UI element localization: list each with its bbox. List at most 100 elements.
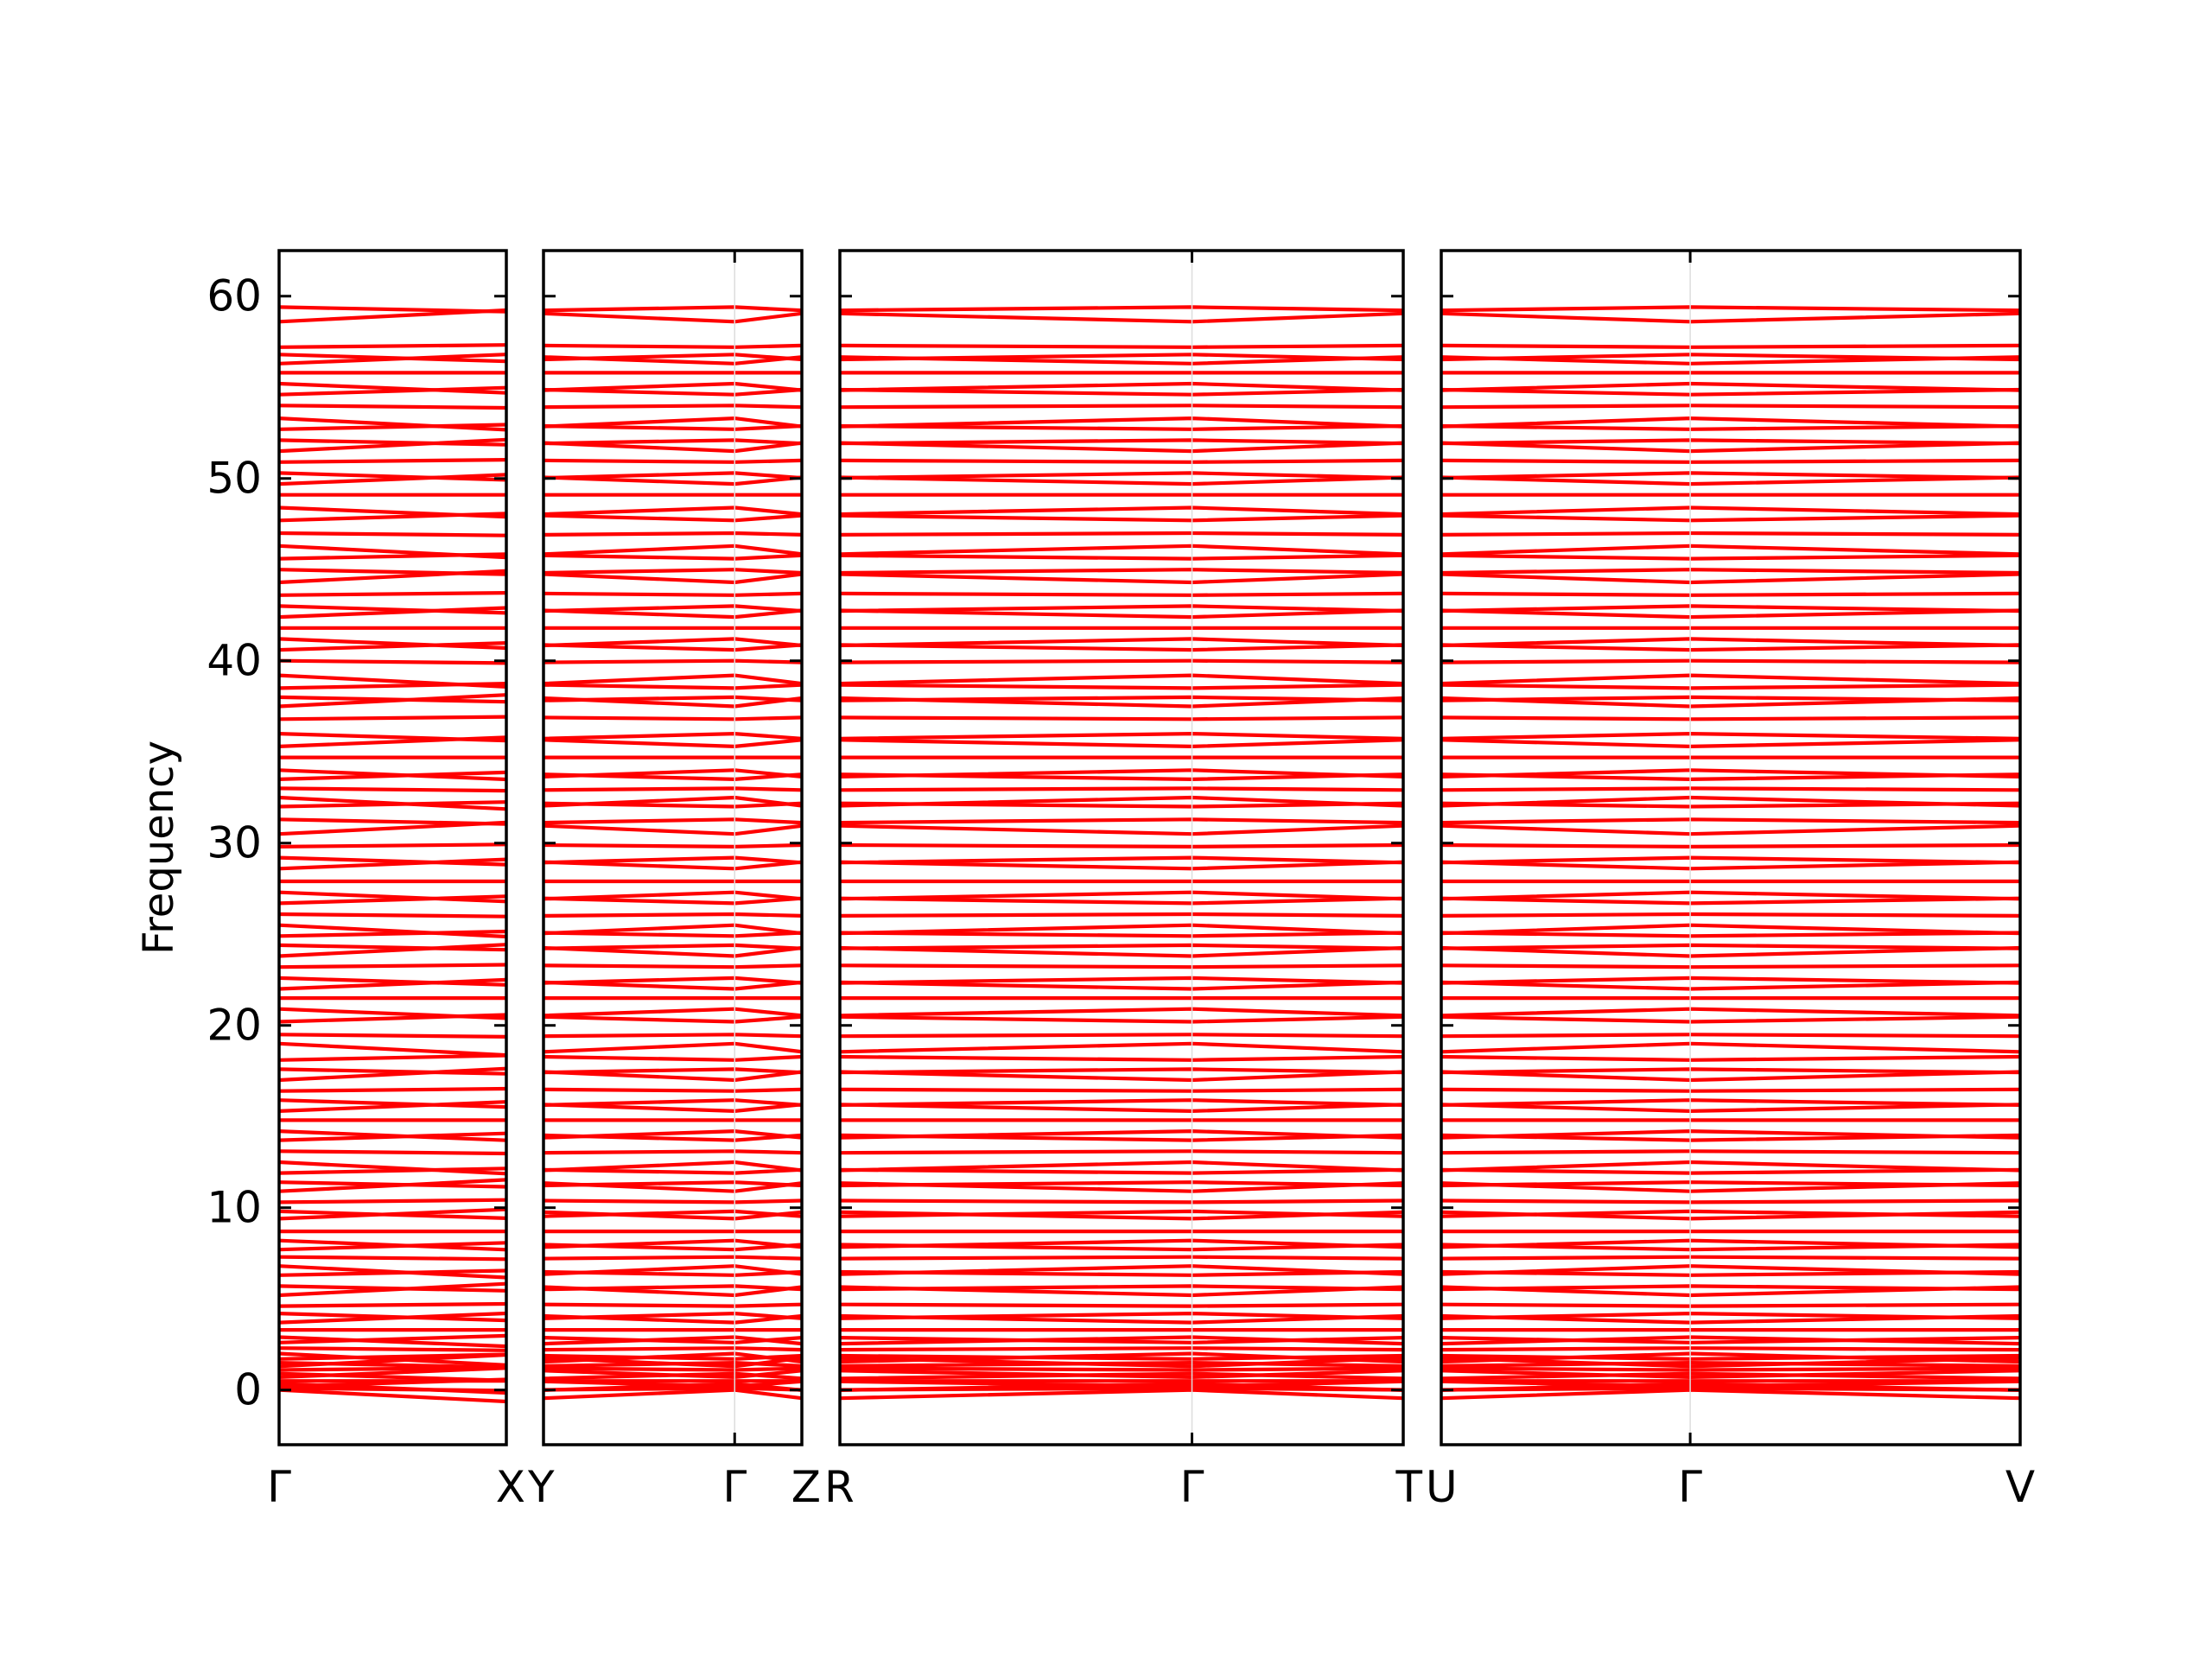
band-line <box>279 1255 506 1262</box>
band-line <box>840 1255 1403 1261</box>
band-line <box>840 963 1403 969</box>
band-line <box>279 1129 506 1142</box>
band-lines <box>279 305 506 1404</box>
x-tick-label: Z <box>791 1462 821 1512</box>
band-line <box>279 423 506 431</box>
band-line <box>279 943 506 952</box>
band-line <box>279 842 506 849</box>
band-line <box>840 912 1403 918</box>
band-line <box>840 591 1403 597</box>
band-line <box>543 531 802 537</box>
band-line <box>279 473 506 486</box>
band-line <box>279 1284 506 1293</box>
band-line <box>279 404 506 410</box>
panel-frame <box>1440 249 2022 1446</box>
band-line <box>279 943 506 958</box>
band-line <box>279 543 506 560</box>
band-line <box>543 1198 802 1205</box>
x-tick-label: R <box>824 1462 855 1512</box>
band-line <box>279 977 506 991</box>
band-line <box>543 1149 802 1155</box>
band-line <box>279 305 506 314</box>
band-line <box>1441 458 2020 464</box>
band-line <box>279 606 506 620</box>
band-line <box>279 695 506 704</box>
band-line <box>279 1086 506 1093</box>
band-line <box>840 343 1403 349</box>
band-line <box>279 795 506 811</box>
band-line <box>840 458 1403 464</box>
y-tick-label: 10 <box>207 1183 262 1233</box>
band-line <box>1441 842 2020 849</box>
y-axis: 0 10 20 30 40 50 60 <box>207 271 262 1415</box>
band-line <box>1441 912 2020 918</box>
band-line <box>543 1366 802 1372</box>
band-line <box>840 1366 1403 1372</box>
band-line <box>1441 1366 2020 1372</box>
y-tick-label: 0 <box>234 1365 262 1415</box>
band-line <box>279 786 506 793</box>
band-line <box>279 894 506 906</box>
band-line <box>840 1346 1403 1352</box>
band-line <box>279 1066 506 1083</box>
band-line <box>840 531 1403 537</box>
band-line <box>543 404 802 410</box>
band-line <box>279 673 506 689</box>
band-line <box>279 416 506 432</box>
band-line <box>1441 1087 2020 1093</box>
band-line <box>279 658 506 665</box>
band-line <box>279 732 506 743</box>
panel-frame <box>542 249 804 1446</box>
band-line <box>279 715 506 721</box>
panel-frame <box>277 249 508 1446</box>
band-line <box>279 438 506 447</box>
band-line <box>279 568 506 576</box>
band-line <box>279 857 506 871</box>
band-line <box>279 768 506 782</box>
band-line <box>1441 1149 2020 1155</box>
band-line <box>840 842 1403 849</box>
band-line <box>1441 1255 2020 1261</box>
band-line <box>279 1098 506 1109</box>
band-line <box>279 1149 506 1156</box>
band-line <box>279 458 506 464</box>
band-line <box>543 715 802 721</box>
band-line <box>840 1302 1403 1308</box>
band-line <box>279 1371 506 1382</box>
band-line <box>543 1087 802 1093</box>
band-line <box>279 604 506 615</box>
band-line <box>279 1264 506 1280</box>
band-line <box>279 1166 506 1175</box>
band-line <box>543 963 802 969</box>
band-line <box>279 1361 506 1370</box>
band-line <box>279 1335 506 1349</box>
band-line <box>840 658 1403 664</box>
band-line <box>279 923 506 939</box>
band-line <box>1441 1302 2020 1308</box>
band-line <box>1441 343 2020 349</box>
y-axis-label: Frequency <box>135 741 183 955</box>
band-line <box>1441 715 2020 721</box>
band-line <box>279 343 506 349</box>
band-line <box>543 912 802 918</box>
band-line <box>840 1087 1403 1093</box>
x-tick-label: Γ <box>722 1462 747 1512</box>
band-line <box>279 1053 506 1062</box>
band-line <box>279 641 506 652</box>
y-tick-label: 60 <box>207 271 262 321</box>
band-line <box>279 1346 506 1352</box>
band-line <box>1441 531 2020 537</box>
band-line <box>279 1351 506 1367</box>
band-line <box>279 1333 506 1344</box>
band-line <box>543 458 802 464</box>
x-tick-label: Y <box>527 1462 555 1512</box>
band-line <box>840 1198 1403 1205</box>
band-line <box>279 1041 506 1058</box>
band-line <box>279 963 506 969</box>
band-line <box>543 658 802 664</box>
band-line <box>279 353 506 364</box>
